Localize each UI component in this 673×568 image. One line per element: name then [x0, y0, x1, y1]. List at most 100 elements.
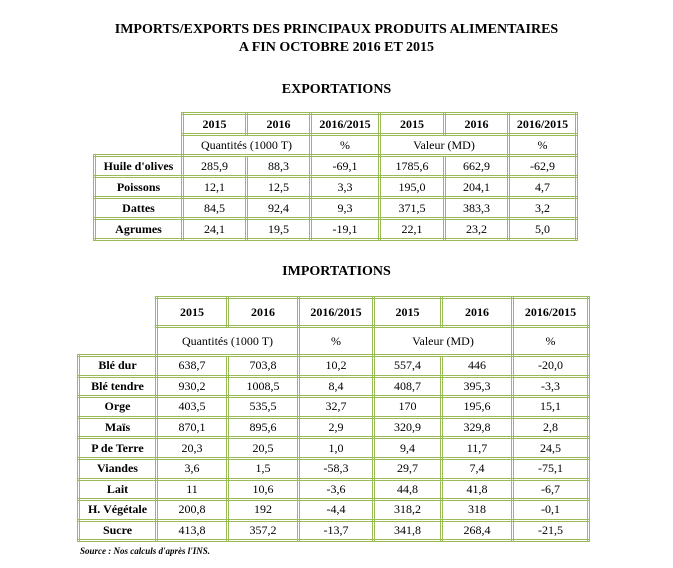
blank-cell: [95, 114, 183, 135]
value-cell: 318: [440, 498, 514, 522]
header-cell: 2016: [443, 112, 510, 136]
value-cell: -13,7: [297, 518, 375, 543]
value-cell: 19,5: [245, 217, 312, 241]
value-cell: 9,4: [372, 436, 443, 460]
value-cell: 3,3: [309, 175, 381, 199]
data-row: Lait 11 10,6 -3,6 44,8 41,8 -6,7: [77, 477, 590, 502]
value-cell: 195,6: [440, 395, 514, 419]
value-cell: 7,4: [440, 456, 514, 481]
value-cell: 1008,5: [226, 374, 300, 399]
source-note: Source : Nos calculs d'après l'INS.: [80, 546, 211, 556]
data-row: H. Végétale 200,8 192 -4,4 318,2 318 -0,1: [77, 498, 590, 522]
value-cell: 204,1: [443, 175, 510, 199]
blank-cell: [79, 298, 157, 327]
value-cell: 329,8: [440, 415, 514, 440]
value-cell: 23,2: [443, 217, 510, 241]
unit-cell: Quantités (1000 T): [155, 325, 300, 357]
value-cell: 5,0: [507, 217, 578, 241]
value-cell: 92,4: [245, 196, 312, 220]
value-cell: 357,2: [226, 518, 300, 543]
value-cell: 395,3: [440, 374, 514, 399]
value-cell: -3,3: [511, 374, 590, 399]
value-cell: 22,1: [378, 217, 446, 241]
value-cell: 371,5: [378, 196, 446, 220]
row-label: Sucre: [77, 518, 158, 543]
value-cell: -21,5: [511, 518, 590, 543]
row-label: Dattes: [93, 196, 184, 220]
value-cell: 1785,6: [378, 154, 446, 178]
row-label: Lait: [77, 477, 158, 502]
data-row: Sucre 413,8 357,2 -13,7 341,8 268,4 -21,5: [77, 518, 590, 543]
row-label: Agrumes: [93, 217, 184, 241]
value-cell: 41,8: [440, 477, 514, 502]
value-cell: 200,8: [155, 498, 229, 522]
value-cell: 192: [226, 498, 300, 522]
header-cell: 2016/2015: [511, 296, 590, 328]
unit-cell: %: [297, 325, 375, 357]
data-row: Blé tendre 930,2 1008,5 8,4 408,7 395,3 -3,3: [77, 374, 590, 399]
value-cell: 1,0: [297, 436, 375, 460]
header-cell: 2015: [378, 112, 446, 136]
section-title: EXPORTATIONS: [281, 82, 392, 97]
value-cell: -3,6: [297, 477, 375, 502]
value-cell: 170: [372, 395, 443, 419]
value-cell: -75,1: [511, 456, 590, 481]
data-row: Poissons 12,1 12,5 3,3 195,0 204,1 4,7: [93, 175, 578, 199]
value-cell: 3,6: [155, 456, 229, 481]
unit-cell: %: [507, 133, 578, 157]
title-line: IMPORTS/EXPORTS DES PRINCIPAUX PRODUITS …: [114, 22, 559, 37]
value-cell: 20,3: [155, 436, 229, 460]
data-row: Orge 403,5 535,5 32,7 170 195,6 15,1: [77, 395, 590, 419]
value-cell: -19,1: [309, 217, 381, 241]
row-label: P de Terre: [77, 436, 158, 460]
value-cell: 535,5: [226, 395, 300, 419]
value-cell: 318,2: [372, 498, 443, 522]
data-row: Maïs 870,1 895,6 2,9 320,9 329,8 2,8: [77, 415, 590, 440]
data-row: Agrumes 24,1 19,5 -19,1 22,1 23,2 5,0: [93, 217, 578, 241]
value-cell: 44,8: [372, 477, 443, 502]
value-cell: 84,5: [181, 196, 248, 220]
row-label: Blé dur: [77, 354, 158, 378]
header-row: 2015 2016 2016/2015 2015 2016 2016/2015: [95, 112, 578, 136]
value-cell: 32,7: [297, 395, 375, 419]
unit-cell: Valeur (MD): [372, 325, 514, 357]
value-cell: 2,8: [511, 415, 590, 440]
data-row: Dattes 84,5 92,4 9,3 371,5 383,3 3,2: [93, 196, 578, 220]
value-cell: 11,7: [440, 436, 514, 460]
row-label: Huile d'olives: [93, 154, 184, 178]
header-row: 2015 2016 2016/2015 2015 2016 2016/2015: [79, 296, 590, 328]
value-cell: 24,5: [511, 436, 590, 460]
header-cell: 2015: [155, 296, 229, 328]
value-cell: 403,5: [155, 395, 229, 419]
value-cell: 285,9: [181, 154, 248, 178]
exports-table: 2015 2016 2016/2015 2015 2016 2016/2015 Quanti…: [93, 112, 578, 241]
value-cell: 408,7: [372, 374, 443, 399]
unit-cell: %: [511, 325, 590, 357]
data-row: P de Terre 20,3 20,5 1,0 9,4 11,7 24,5: [77, 436, 590, 460]
value-cell: 2,9: [297, 415, 375, 440]
blank-cell: [79, 327, 157, 356]
header-cell: 2016: [245, 112, 312, 136]
value-cell: -0,1: [511, 498, 590, 522]
unit-cell: Valeur (MD): [378, 133, 510, 157]
header-cell: 2016: [226, 296, 300, 328]
value-cell: 11: [155, 477, 229, 502]
value-cell: 413,8: [155, 518, 229, 543]
row-label: Viandes: [77, 456, 158, 481]
value-cell: 557,4: [372, 354, 443, 378]
value-cell: 662,9: [443, 154, 510, 178]
value-cell: 1,5: [226, 456, 300, 481]
value-cell: 24,1: [181, 217, 248, 241]
value-cell: 446: [440, 354, 514, 378]
value-cell: -4,4: [297, 498, 375, 522]
value-cell: 320,9: [372, 415, 443, 440]
value-cell: 341,8: [372, 518, 443, 543]
value-cell: 930,2: [155, 374, 229, 399]
value-cell: 12,1: [181, 175, 248, 199]
value-cell: 88,3: [245, 154, 312, 178]
row-label: Poissons: [93, 175, 184, 199]
header-cell: 2015: [181, 112, 248, 136]
unit-cell: %: [309, 133, 381, 157]
value-cell: 9,3: [309, 196, 381, 220]
